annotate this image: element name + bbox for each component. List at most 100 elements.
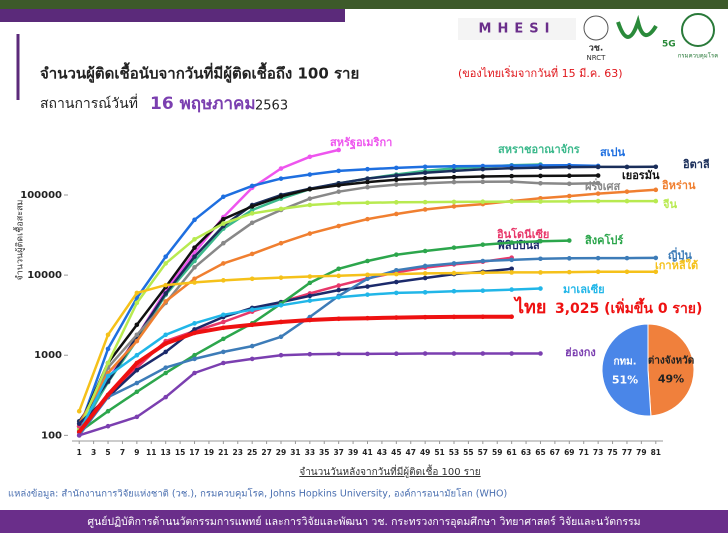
series-point	[624, 269, 630, 275]
series-point	[422, 170, 428, 175]
series-point	[451, 245, 457, 250]
series-point	[249, 276, 255, 282]
series-point	[394, 267, 399, 273]
series-point	[365, 258, 370, 264]
y-tick-label: 10000	[27, 270, 62, 281]
series-point	[163, 282, 168, 288]
series-point	[422, 180, 428, 186]
series-point	[653, 198, 659, 204]
x-tick-label: 27	[261, 448, 271, 457]
series-point	[278, 319, 284, 325]
x-tick-label: 59	[492, 448, 502, 457]
x-tick-label: 37	[333, 448, 343, 457]
date-prefix: สถานการณ์วันที่	[40, 94, 138, 112]
series-point	[624, 164, 630, 170]
series-point	[394, 182, 399, 187]
series-point	[394, 290, 399, 296]
series-point	[307, 351, 313, 357]
series-label: เกาหลีใต้	[655, 258, 698, 272]
series-label: มาเลเซีย	[563, 283, 605, 296]
series-point	[567, 164, 572, 170]
series-point	[451, 168, 457, 174]
series-point	[595, 173, 601, 178]
series-label: อิตาลี	[683, 158, 710, 171]
series-label: ไทย	[513, 296, 546, 318]
series-label: สเปน	[600, 146, 625, 159]
series-point	[567, 238, 572, 243]
series-point	[509, 314, 514, 320]
series-point	[163, 349, 168, 355]
series-point	[134, 290, 140, 296]
series-point	[509, 165, 514, 171]
series-point	[451, 314, 457, 320]
series-point	[422, 175, 428, 181]
x-tick-label: 57	[478, 448, 488, 457]
series-point	[134, 414, 140, 420]
series-label: ฮ่องกง	[565, 346, 596, 359]
x-tick-label: 17	[189, 448, 199, 457]
series-point	[221, 349, 226, 355]
series-point	[105, 346, 111, 352]
series-point	[336, 294, 341, 300]
series-point	[480, 288, 486, 293]
series-point	[451, 261, 457, 266]
logo-seal	[681, 13, 715, 47]
series-point	[394, 271, 399, 277]
series-point	[249, 207, 255, 213]
series-point	[307, 293, 313, 299]
series-point	[365, 176, 370, 181]
x-tick-label: 9	[134, 448, 139, 457]
series-point	[192, 352, 197, 358]
series-point	[480, 166, 486, 172]
series-point	[538, 238, 543, 244]
series-point	[307, 154, 313, 160]
series-point	[278, 334, 284, 340]
logos: MHESI วช. NRCT 5G กรมควบคุมโรค	[458, 13, 718, 62]
series-point	[134, 367, 140, 373]
series-point	[509, 257, 514, 263]
series-point	[249, 251, 255, 257]
series-point	[163, 254, 168, 259]
series-point	[480, 179, 486, 185]
series-point	[192, 236, 197, 242]
x-tick-label: 41	[362, 448, 372, 457]
series-point	[278, 166, 284, 171]
series-point	[365, 276, 370, 282]
series-point	[595, 198, 601, 204]
logo-text: กรมควบคุมโรค	[678, 52, 718, 60]
x-tick-label: 39	[348, 448, 358, 457]
series-point	[422, 248, 428, 254]
series-point	[595, 180, 601, 186]
series-point	[595, 191, 601, 196]
logo-text: 5G	[662, 40, 676, 50]
series-point	[394, 165, 399, 171]
series-point	[134, 338, 140, 344]
series-point	[163, 332, 168, 338]
x-axis-label: จำนวนวันหลังจากวันที่มีผู้ติดเชื้อ 100 ร…	[299, 464, 480, 478]
series-point	[163, 394, 168, 400]
series-point	[278, 275, 284, 280]
series-point	[105, 408, 111, 414]
series-point	[451, 351, 457, 356]
x-tick-label: 67	[550, 448, 560, 457]
series-point	[538, 351, 543, 356]
series-point	[480, 242, 486, 247]
series-point	[422, 290, 428, 295]
series-point	[249, 211, 255, 216]
x-tick-label: 25	[247, 448, 257, 457]
series-point	[624, 255, 630, 261]
series-point	[192, 327, 197, 332]
series-point	[278, 206, 284, 212]
logo-text: MHESI	[479, 22, 556, 37]
series-point	[134, 332, 140, 338]
series-point	[336, 147, 341, 153]
x-tick-label: 33	[305, 448, 315, 457]
series-point	[480, 258, 486, 264]
series-point	[336, 168, 341, 174]
series-point	[249, 307, 255, 313]
series-point	[567, 199, 572, 204]
series-point	[595, 164, 601, 170]
series-point	[221, 221, 226, 226]
series-point	[134, 389, 140, 395]
series-point	[422, 207, 428, 212]
